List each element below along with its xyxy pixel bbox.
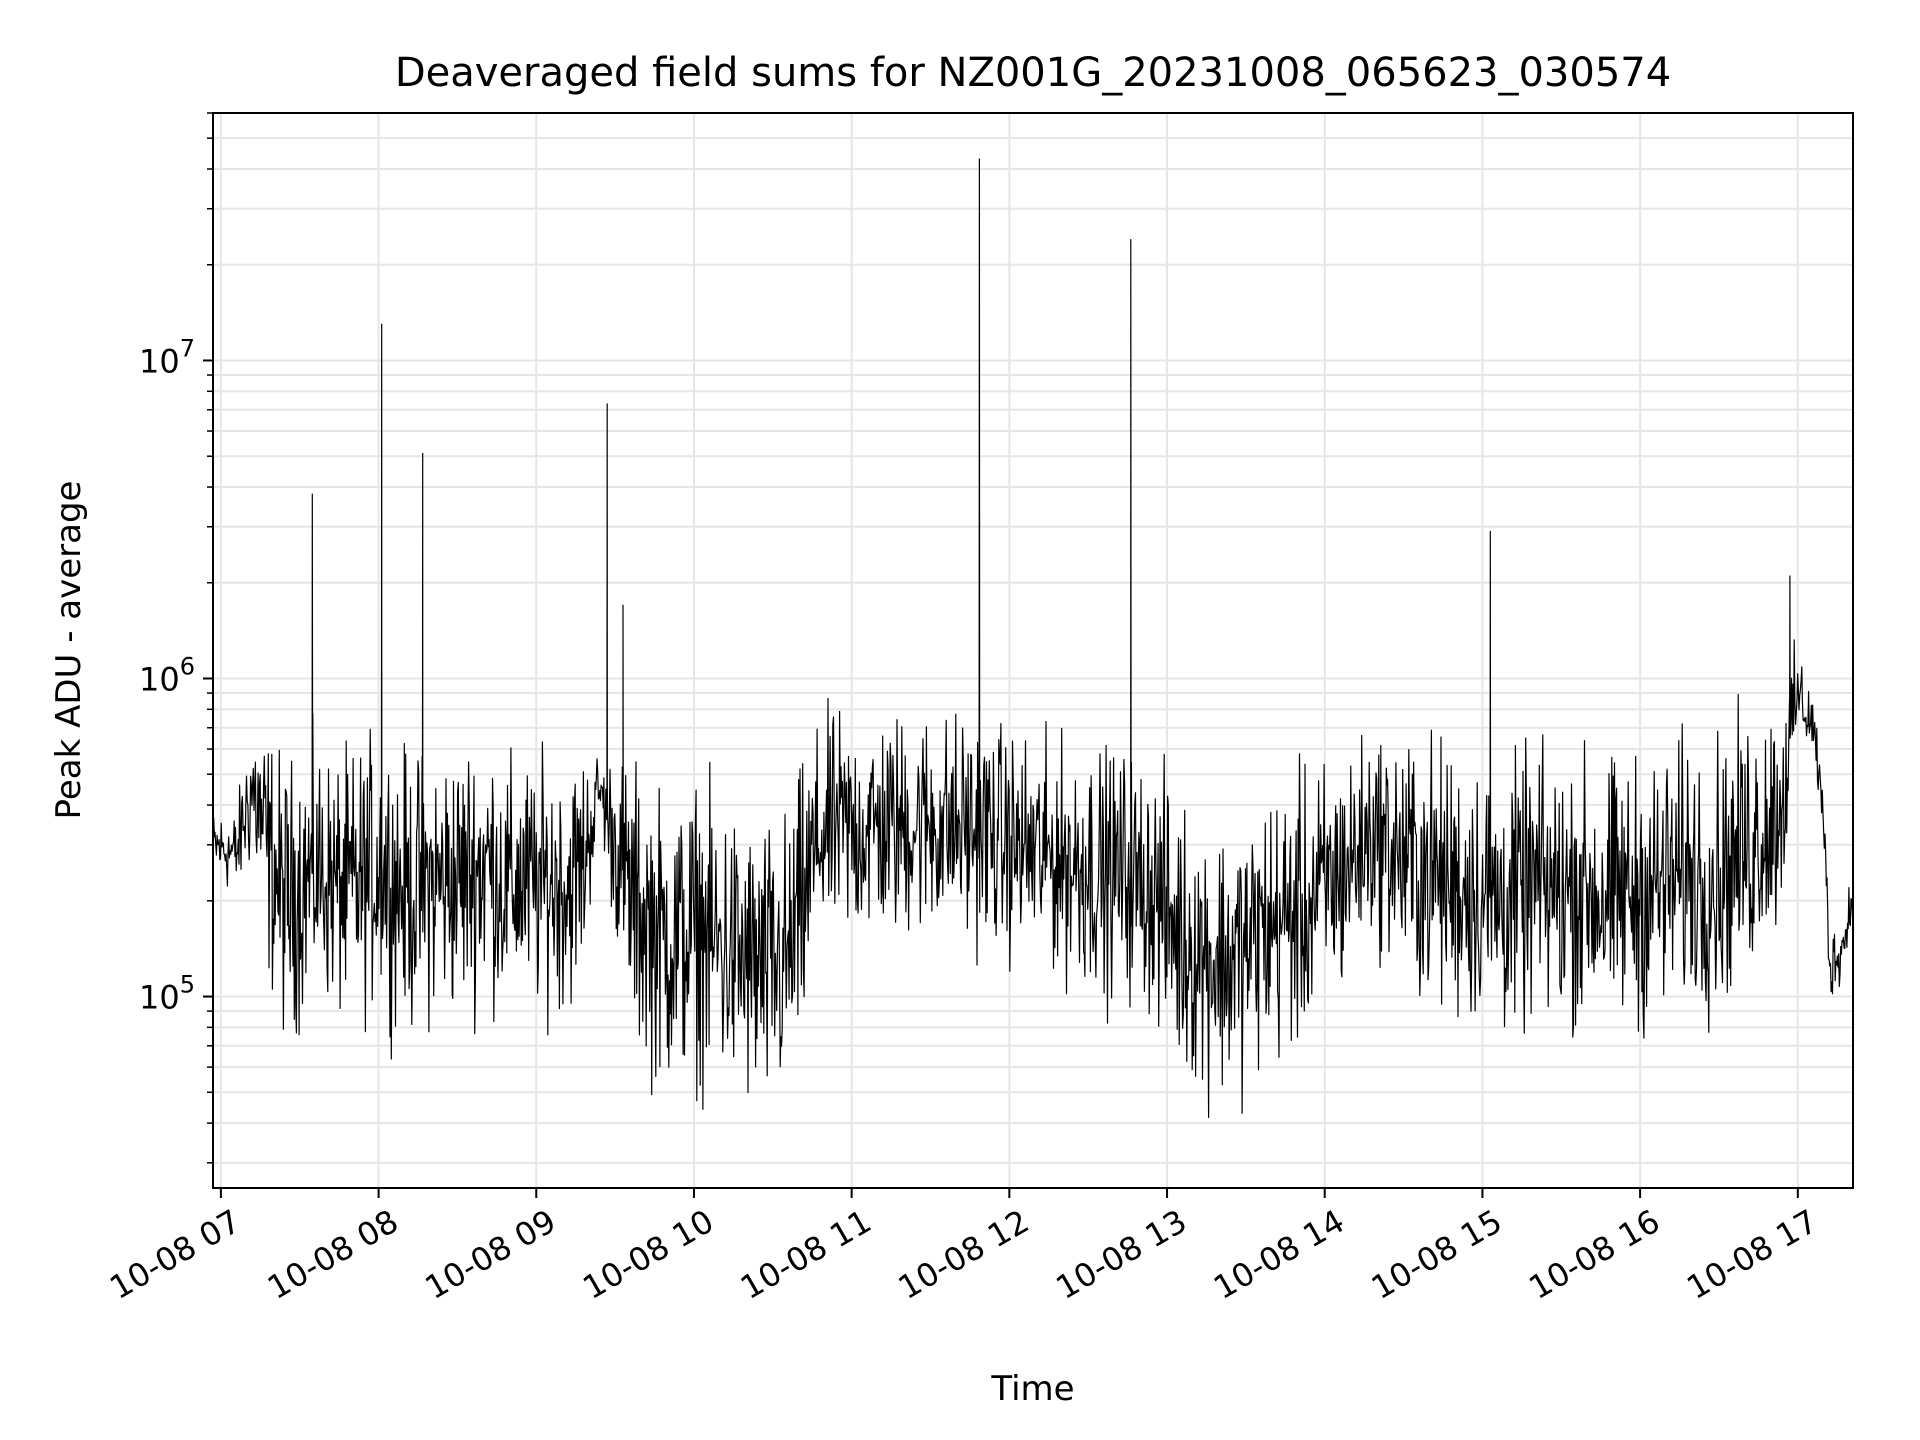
grid xyxy=(213,112,1853,1188)
x-tick-label: 10-08 12 xyxy=(892,1202,1036,1307)
x-tick-label: 10-08 14 xyxy=(1207,1202,1351,1307)
plot-frame xyxy=(212,112,1854,1189)
x-tick-label: 10-08 16 xyxy=(1523,1202,1667,1307)
chart-title: Deaveraged field sums for NZ001G_2023100… xyxy=(395,50,1671,96)
x-tick-label: 10-08 17 xyxy=(1680,1202,1824,1307)
series-line xyxy=(212,158,1854,1118)
y-tick-label: 107 xyxy=(139,334,195,380)
y-tick-label: 106 xyxy=(139,653,195,699)
x-tick-label: 10-08 07 xyxy=(103,1202,247,1307)
x-tick-label: 10-08 08 xyxy=(261,1202,405,1307)
x-axis-label: Time xyxy=(990,1369,1074,1409)
y-axis-label: Peak ADU - average xyxy=(49,481,89,820)
x-tick-label: 10-08 09 xyxy=(419,1202,563,1307)
x-tick-label: 10-08 13 xyxy=(1049,1202,1193,1307)
x-tick-label: 10-08 11 xyxy=(734,1202,878,1307)
y-axis: 105 106 107 xyxy=(139,112,213,1164)
x-tick-label: 10-08 10 xyxy=(576,1202,720,1307)
y-tick-label: 105 xyxy=(139,971,195,1017)
x-axis: 10-08 07 10-08 08 10-08 09 10-08 10 10-08 11… xyxy=(103,1188,1824,1307)
x-tick-label: 10-08 15 xyxy=(1365,1202,1509,1307)
